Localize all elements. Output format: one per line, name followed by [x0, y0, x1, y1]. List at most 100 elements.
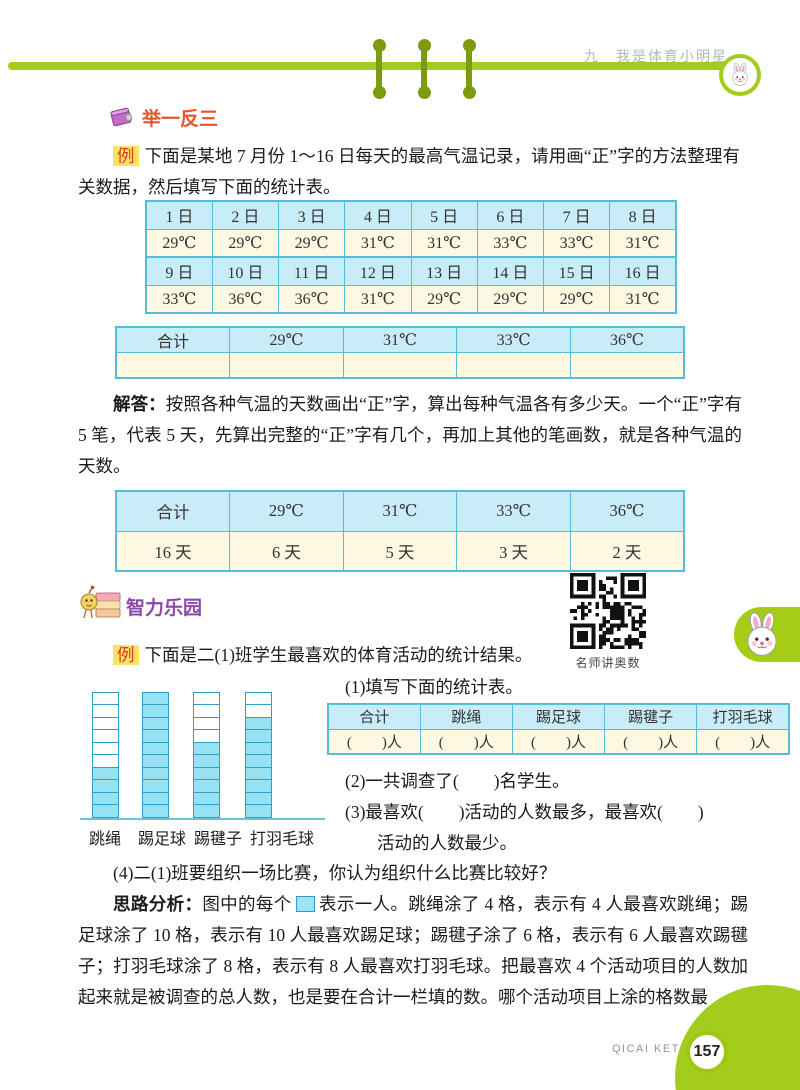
table-cell: 3 日: [277, 200, 346, 230]
books-mascot-icon: [80, 585, 121, 619]
table-cell: 合计: [115, 326, 231, 353]
unit-cell-swatch: [295, 896, 315, 912]
table-cell: 29℃: [542, 284, 611, 314]
chapter-side-tab: [734, 607, 800, 662]
table-cell: ( )人: [696, 728, 790, 755]
table-cell: 33℃: [456, 326, 571, 353]
analysis-text-after: 表示一人。跳绳涂了 4 格，表示有 4 人最喜欢跳绳；踢足球涂了 10 格，表示…: [78, 894, 749, 1007]
table-cell: 7 日: [542, 200, 611, 230]
table-cell: 29℃: [476, 284, 545, 314]
chart-axis-labels: 跳绳 踢足球 踢毽子 打羽毛球: [80, 825, 325, 851]
table-cell: 13 日: [410, 256, 478, 286]
question-1: (1)填写下面的统计表。: [345, 677, 523, 697]
question-2: (2)一共调查了( )名学生。: [345, 771, 570, 791]
rabbit-icon: [747, 612, 777, 656]
table-cell: 11 日: [277, 256, 346, 286]
example-badge: 例: [113, 645, 139, 665]
analysis-paragraph: 思路分析：图中的每个 表示一人。跳绳涂了 4 格，表示有 4 人最喜欢跳绳；踢足球…: [78, 889, 748, 1013]
table-cell: 29℃: [277, 228, 346, 258]
chart-cell: [193, 804, 220, 818]
example-text: 下面是某地 7 月份 1～16 日每天的最高气温记录，请用画“正”字的方法整理有…: [78, 146, 740, 197]
table-cell: 15 日: [542, 256, 611, 286]
table-cell: [569, 352, 685, 378]
notebook-icon: [110, 107, 133, 127]
chart-grid: [80, 676, 325, 820]
table-cell: 33℃: [145, 284, 213, 314]
chart-column: [193, 691, 220, 818]
table-cell: 31℃: [609, 228, 677, 258]
table-cell: 1 日: [145, 200, 213, 230]
header-rule: [8, 62, 741, 70]
activity-summary-table: 合计 跳绳 踢足球 踢毽子 打羽毛球( )人( )人( )人( )人( )人: [327, 703, 790, 755]
binder-clip-icon: [417, 39, 431, 99]
question-4: (4)二(1)班要组织一场比赛，你认为组织什么比赛比较好？: [113, 863, 557, 883]
table-cell: 踢毽子: [604, 703, 698, 730]
table-cell: 31℃: [342, 326, 458, 353]
table-cell: 31℃: [410, 228, 478, 258]
table-cell: 16 天: [115, 530, 231, 572]
example2-paragraph: 例下面是二(1)班学生最喜欢的体育活动的统计结果。: [78, 640, 638, 671]
table-cell: 6 日: [476, 200, 545, 230]
example-paragraph: 例下面是某地 7 月份 1～16 日每天的最高气温记录，请用画“正”字的方法整理…: [78, 141, 740, 203]
unit-header: 九 我是体育小明星: [584, 46, 728, 66]
table-cell: 2 天: [569, 530, 685, 572]
table-cell: 29℃: [229, 326, 344, 353]
table-cell: 5 天: [342, 530, 458, 572]
answer-paragraph: 解答：按照各种气温的天数画出“正”字，算出每种气温各有多少天。一个“正”字有 5…: [78, 389, 742, 482]
chart-column: [142, 691, 169, 818]
example-badge: 例: [113, 146, 139, 166]
table-cell: 12 日: [344, 256, 412, 286]
table-cell: 29℃: [211, 228, 280, 258]
table-cell: [115, 352, 231, 378]
analysis-text-before: 图中的每个: [202, 894, 292, 914]
table-cell: 10 日: [211, 256, 280, 286]
activity-pictograph-chart: 跳绳 踢足球 踢毽子 打羽毛球: [80, 676, 325, 851]
section-title-practice: 举一反三: [142, 109, 219, 130]
table-cell: ( )人: [419, 728, 513, 755]
chart-category-label: 跳绳: [88, 831, 122, 848]
unit-number: 九: [584, 50, 600, 65]
qr-code: [570, 573, 646, 649]
question-3-line2: 活动的人数最少。: [377, 833, 517, 853]
table-cell: 14 日: [476, 256, 545, 286]
table-cell: 29℃: [145, 228, 213, 258]
table-cell: 4 日: [344, 200, 412, 230]
table-cell: 5 日: [410, 200, 478, 230]
mascot-badge-icon: [719, 54, 761, 96]
qr-caption: 名师讲奥数: [575, 656, 641, 670]
table-cell: ( )人: [327, 728, 421, 755]
table-cell: 合计: [327, 703, 421, 730]
table-cell: 踢足球: [511, 703, 606, 730]
table-cell: 8 日: [609, 200, 677, 230]
answer-text: 按照各种气温的天数画出“正”字，算出每种气温各有多少天。一个“正”字有 5 笔，…: [78, 394, 743, 476]
table-cell: 29℃: [229, 490, 344, 532]
summary-table-blank: 合计 29℃ 31℃ 33℃ 36℃: [115, 326, 685, 379]
chart-cell: [92, 804, 119, 818]
table-cell: ( )人: [604, 728, 698, 755]
table-cell: 29℃: [410, 284, 478, 314]
table-cell: 31℃: [344, 284, 412, 314]
binder-clip-icon: [462, 39, 476, 99]
table-cell: ( )人: [511, 728, 606, 755]
table-cell: 16 日: [609, 256, 677, 286]
table-cell: 36℃: [211, 284, 280, 314]
table-cell: 36℃: [569, 490, 685, 532]
table-cell: 33℃: [476, 228, 545, 258]
table-cell: 9 日: [145, 256, 213, 286]
table-cell: 跳绳: [419, 703, 513, 730]
table-cell: 3 天: [456, 530, 571, 572]
rabbit-icon: [732, 63, 748, 86]
chart-column: [245, 691, 272, 818]
table-cell: 合计: [115, 490, 231, 532]
chart-category-label: 踢毽子: [193, 831, 243, 848]
chart-column: [92, 691, 119, 818]
table-cell: 打羽毛球: [696, 703, 790, 730]
table-cell: [229, 352, 344, 378]
chart-category-label: 踢足球: [137, 831, 187, 848]
question-3-line1: (3)最喜欢( )活动的人数最多，最喜欢( ): [345, 802, 704, 822]
table-cell: 2 日: [211, 200, 280, 230]
chart-category-label: 打羽毛球: [249, 831, 315, 848]
